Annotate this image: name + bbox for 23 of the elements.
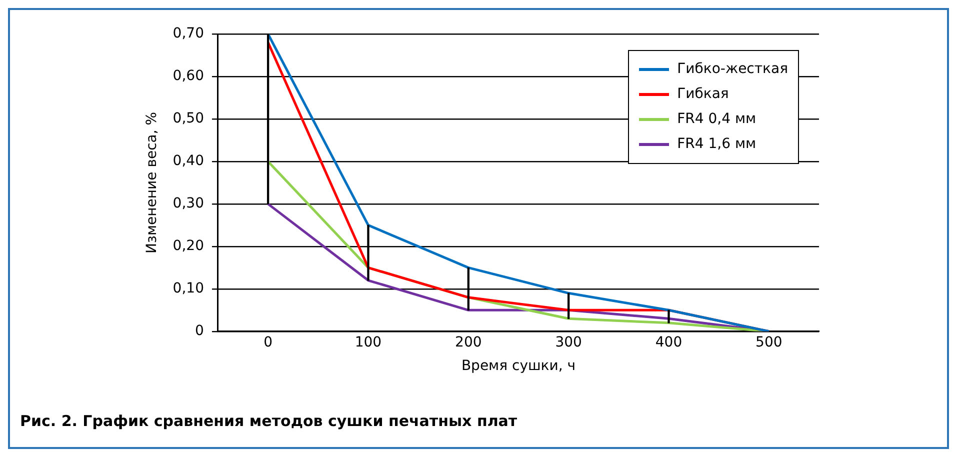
y-tick-label: 0,30 <box>172 196 204 212</box>
x-tick-label: 300 <box>555 334 582 350</box>
y-tick-label: 0 <box>195 323 204 340</box>
x-tick-label: 500 <box>756 334 782 350</box>
legend-label: Гибко-жесткая <box>677 60 788 79</box>
x-tick-label: 200 <box>455 334 482 350</box>
bar <box>567 292 570 319</box>
y-axis-title: Изменение веса, % <box>144 112 160 254</box>
x-tick-label: 100 <box>354 334 382 350</box>
legend-label: FR4 0,4 мм <box>677 110 756 129</box>
x-tick-label: 400 <box>655 334 682 350</box>
bar <box>668 310 670 324</box>
y-tick-label: 0,40 <box>172 153 204 170</box>
legend-label: FR4 1,6 мм <box>677 135 756 154</box>
y-tick-label: 0,10 <box>172 280 204 297</box>
legend-label: Гибкая <box>677 85 729 104</box>
x-tick-label: 0 <box>264 334 273 350</box>
y-tick-label: 0,70 <box>172 26 204 42</box>
x-axis-title: Время сушки, ч <box>461 358 576 374</box>
y-tick-label: 0,60 <box>172 68 204 84</box>
y-tick-label: 0,50 <box>172 110 204 127</box>
text: Рис. 2. График сравнения методов сушки печатных плат <box>20 412 518 430</box>
y-tick-label: 0,20 <box>172 238 204 254</box>
